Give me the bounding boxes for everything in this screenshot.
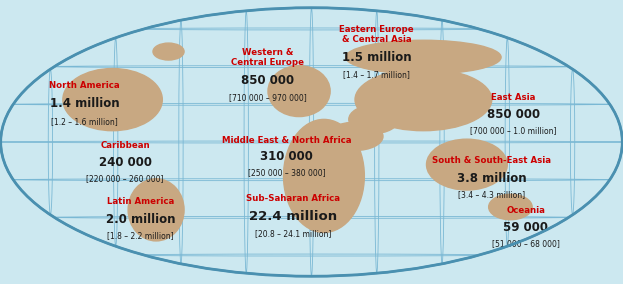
Ellipse shape [128,179,184,241]
Text: [3.4 – 4.3 million]: [3.4 – 4.3 million] [458,190,525,199]
Text: [1.4 – 1.7 million]: [1.4 – 1.7 million] [343,70,410,79]
Text: Latin America: Latin America [107,197,174,206]
Text: [250 000 – 380 000]: [250 000 – 380 000] [248,169,325,178]
Ellipse shape [283,119,364,232]
Text: 2.0 million: 2.0 million [106,213,175,226]
Ellipse shape [427,139,507,190]
Text: [220 000 – 260 000]: [220 000 – 260 000] [86,174,164,183]
Text: Eastern Europe
& Central Asia: Eastern Europe & Central Asia [340,25,414,44]
Text: 22.4 million: 22.4 million [249,210,337,223]
Text: [1.8 – 2.2 million]: [1.8 – 2.2 million] [107,231,174,240]
Text: South & South-East Asia: South & South-East Asia [432,156,551,165]
Ellipse shape [488,194,532,220]
Ellipse shape [63,68,163,131]
Text: 850 000: 850 000 [487,108,540,121]
Text: Caribbean: Caribbean [100,141,150,150]
Ellipse shape [268,66,330,116]
Ellipse shape [327,122,383,151]
Text: [710 000 – 970 000]: [710 000 – 970 000] [229,93,307,102]
Text: [1.2 – 1.6 million]: [1.2 – 1.6 million] [51,117,118,126]
Ellipse shape [346,40,501,74]
Ellipse shape [355,68,492,131]
Text: North America: North America [49,81,120,90]
Text: Oceania: Oceania [506,206,545,215]
Text: 59 000: 59 000 [503,221,548,234]
Text: 1.5 million: 1.5 million [342,51,412,64]
Text: Sub-Saharan Africa: Sub-Saharan Africa [246,194,340,203]
Ellipse shape [349,105,399,133]
Text: [700 000 – 1.0 million]: [700 000 – 1.0 million] [470,126,557,135]
Text: East Asia: East Asia [492,93,536,102]
Text: 310 000: 310 000 [260,151,313,164]
Text: 1.4 million: 1.4 million [50,97,120,110]
Text: [20.8 – 24.1 million]: [20.8 – 24.1 million] [255,229,331,238]
Ellipse shape [153,43,184,60]
Text: [51 000 – 68 000]: [51 000 – 68 000] [492,239,560,248]
Ellipse shape [1,8,622,276]
Text: Middle East & North Africa: Middle East & North Africa [222,135,351,145]
Ellipse shape [1,8,622,276]
Text: 3.8 million: 3.8 million [457,172,526,185]
Text: 850 000: 850 000 [242,74,295,87]
Text: 240 000: 240 000 [98,156,151,169]
Text: Western &
Central Europe: Western & Central Europe [232,48,305,66]
